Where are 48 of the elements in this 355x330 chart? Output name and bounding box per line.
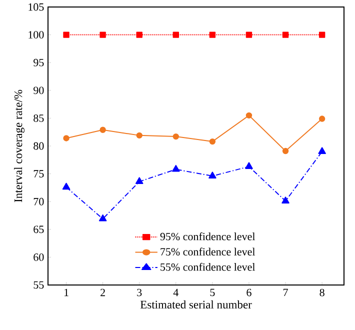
x-tick-label: 5 <box>210 288 215 296</box>
x-tick-label: 3 <box>137 288 142 296</box>
point <box>246 32 252 38</box>
point <box>98 214 107 222</box>
y-tick-label: 105 <box>28 3 44 11</box>
y-axis-title: Interval coverage rate/% <box>14 90 24 202</box>
point <box>245 162 253 170</box>
point <box>63 32 70 38</box>
point <box>282 196 290 204</box>
x-tick-label: 1 <box>64 288 68 296</box>
point <box>135 177 144 184</box>
x-axis-title: Estimated serial number <box>140 300 252 309</box>
point <box>136 132 142 139</box>
y-tick-label: 75 <box>34 170 44 178</box>
y-tick-label: 65 <box>34 226 44 234</box>
legend-label: 55% confidence level <box>160 262 256 271</box>
legend-label: 75% confidence level <box>160 248 256 256</box>
point <box>282 32 289 38</box>
y-tick-label: 60 <box>34 253 44 261</box>
point <box>172 164 180 172</box>
point <box>318 116 326 122</box>
x-tick-label: 7 <box>283 288 288 296</box>
point <box>208 172 216 178</box>
point <box>318 147 326 154</box>
y-tick-label: 55 <box>34 281 44 289</box>
y-tick-label: 85 <box>34 114 44 122</box>
point <box>209 138 216 145</box>
y-tick-label: 100 <box>28 31 44 39</box>
x-tick-label: 2 <box>100 288 105 296</box>
point <box>318 32 326 38</box>
point <box>282 148 289 154</box>
x-tick-label: 4 <box>173 288 178 296</box>
x-tick-label: 8 <box>320 288 324 296</box>
point <box>209 32 216 38</box>
y-tick-label: 90 <box>34 86 44 94</box>
legend-label: 95% confidence level <box>160 232 256 240</box>
point <box>172 133 179 140</box>
point <box>63 135 70 142</box>
point <box>172 32 179 38</box>
point <box>100 126 106 133</box>
y-tick-label: 70 <box>34 198 44 206</box>
y-tick-label: 80 <box>34 142 44 150</box>
y-tick-label: 95 <box>34 58 44 66</box>
point <box>100 32 106 38</box>
x-tick-label: 6 <box>246 288 252 296</box>
point <box>246 112 252 119</box>
point <box>136 32 142 38</box>
point <box>62 182 70 190</box>
